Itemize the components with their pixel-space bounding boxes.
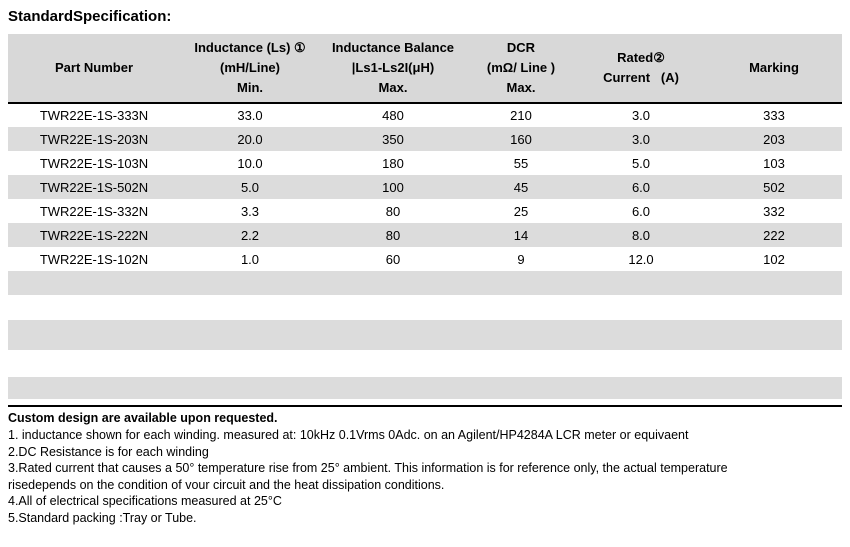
cell-dcr: 14 [513,227,529,243]
cell-balance: 180 [382,155,404,171]
cell-part-number: TWR22E-1S-222N [39,227,149,243]
header-line: Max. [506,80,536,95]
cell-dcr: 45 [513,179,529,195]
header-line: Min. [237,80,263,95]
header-rated-current: Rated② Current (A) [576,34,706,104]
header-line: (mH/Line) [220,60,280,75]
specification-table: Part Number Inductance (Ls) ① (mH/Line) … [8,34,842,271]
header-line: Part Number [54,60,134,75]
header-dcr: DCR (mΩ/ Line ) Max. [466,34,576,104]
cell-rated-current: 5.0 [631,155,651,171]
cell-marking: 333 [763,108,785,123]
table-row: TWR22E-1S-102N 1.0 60 9 12.0 102 [8,247,842,271]
page: StandardSpecification: Part Number Induc… [8,8,842,526]
header-line: Marking [749,60,799,75]
header-line: Max. [378,80,408,95]
cell-part-number: TWR22E-1S-203N [39,131,149,147]
cell-part-number: TWR22E-1S-502N [39,179,149,195]
cell-rated-current: 3.0 [631,131,651,147]
table-row: TWR22E-1S-103N 10.0 180 55 5.0 103 [8,151,842,175]
empty-row-band [8,377,842,399]
cell-inductance: 5.0 [240,179,260,195]
cell-rated-current: 3.0 [631,108,651,123]
notes-heading: Custom design are available upon request… [8,411,278,425]
cell-part-number: TWR22E-1S-332N [39,203,149,219]
table-row: TWR22E-1S-222N 2.2 80 14 8.0 222 [8,223,842,247]
table-row: TWR22E-1S-203N 20.0 350 160 3.0 203 [8,127,842,151]
cell-dcr: 25 [513,203,529,219]
cell-part-number: TWR22E-1S-333N [39,108,149,123]
header-line: Inductance (Ls) ① [194,40,306,55]
cell-part-number: TWR22E-1S-103N [39,155,149,171]
notes-section: Custom design are available upon request… [8,405,842,526]
note-line: risedepends on the condition of vour cir… [8,477,445,492]
note-line: 1. inductance shown for each winding. me… [8,428,689,442]
table-row: TWR22E-1S-332N 3.3 80 25 6.0 332 [8,199,842,223]
cell-marking: 222 [763,227,785,243]
header-line: Inductance Balance [331,40,455,55]
table-header: Part Number Inductance (Ls) ① (mH/Line) … [8,34,842,104]
cell-inductance: 2.2 [240,227,260,243]
cell-inductance: 10.0 [237,155,263,171]
cell-marking: 332 [763,203,785,219]
cell-marking: 103 [763,155,785,171]
cell-marking: 102 [763,251,785,267]
table-row: TWR22E-1S-333N 33.0 480 210 3.0 333 [8,103,842,127]
cell-rated-current: 12.0 [628,251,654,267]
header-line: Current (A) [603,70,679,85]
header-line: Rated② [617,50,665,65]
header-marking: Marking [706,34,842,104]
cell-balance: 350 [382,131,404,147]
cell-balance: 80 [385,227,401,243]
header-row: Part Number Inductance (Ls) ① (mH/Line) … [8,34,842,104]
note-line: 3.Rated current that causes a 50° temper… [8,461,728,475]
cell-dcr: 160 [510,131,532,147]
cell-balance: 80 [385,203,401,219]
header-line: (mΩ/ Line ) [486,60,556,75]
table-row: TWR22E-1S-502N 5.0 100 45 6.0 502 [8,175,842,199]
cell-inductance: 33.0 [237,108,263,123]
cell-marking: 203 [763,131,785,147]
header-inductance-balance: Inductance Balance |Ls1-Ls2I(μH) Max. [320,34,466,104]
cell-rated-current: 6.0 [631,179,651,195]
cell-rated-current: 6.0 [631,203,651,219]
page-title: StandardSpecification: [8,8,172,25]
cell-inductance: 3.3 [240,203,260,219]
note-line: 4.All of electrical specifications measu… [8,494,282,508]
empty-row-band [8,271,842,295]
cell-dcr: 210 [510,108,532,123]
header-line: DCR [506,40,536,55]
empty-row-band [8,320,842,350]
cell-part-number: TWR22E-1S-102N [39,251,149,267]
cell-marking: 502 [763,179,785,195]
note-line: 5.Standard packing :Tray or Tube. [8,510,197,525]
cell-dcr: 9 [517,251,525,267]
note-line: 2.DC Resistance is for each winding [8,444,209,459]
cell-rated-current: 8.0 [631,227,651,243]
cell-balance: 100 [382,179,404,195]
cell-balance: 60 [385,251,401,267]
cell-inductance: 1.0 [240,251,260,267]
table-body: TWR22E-1S-333N 33.0 480 210 3.0 333 TWR2… [8,103,842,271]
header-line: |Ls1-Ls2I(μH) [351,60,435,75]
header-inductance: Inductance (Ls) ① (mH/Line) Min. [180,34,320,104]
cell-dcr: 55 [513,155,529,171]
cell-inductance: 20.0 [237,131,263,147]
header-part-number: Part Number [8,34,180,104]
cell-balance: 480 [382,108,404,123]
